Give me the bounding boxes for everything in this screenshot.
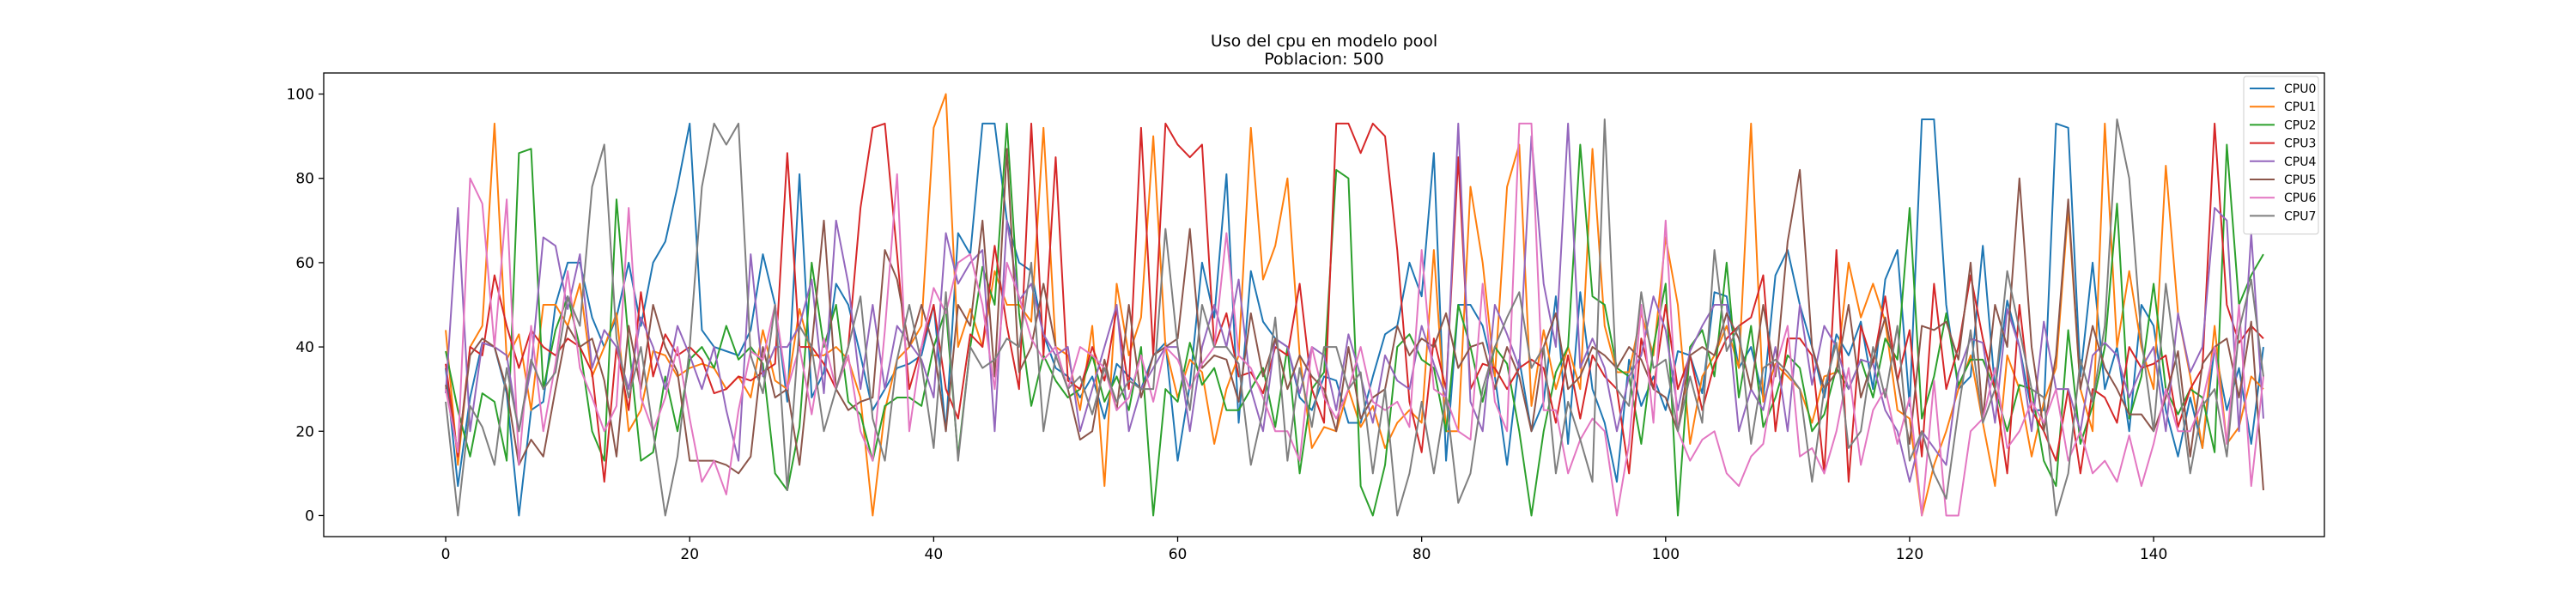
legend-label: CPU4 — [2284, 155, 2316, 169]
plot-frame — [323, 72, 2325, 537]
legend-box — [2243, 76, 2319, 235]
series-line-cpu3 — [445, 122, 2264, 483]
x-tick-label: 60 — [1169, 546, 1188, 563]
series-line-cpu7 — [445, 118, 2264, 517]
x-tick-label: 0 — [441, 546, 451, 563]
legend-label: CPU1 — [2284, 100, 2316, 114]
y-axis: 0 20 40 60 80 100 — [287, 87, 324, 525]
chart-subtitle: Poblacion: 500 — [1264, 50, 1384, 69]
series-line-cpu4 — [445, 122, 2264, 483]
series-line-cpu1 — [445, 93, 2264, 517]
y-tick-label: 20 — [295, 423, 314, 440]
legend-label: CPU7 — [2284, 209, 2316, 223]
x-tick-label: 140 — [2140, 546, 2167, 563]
x-axis: 0 20 40 60 80 100 120 140 — [441, 537, 2167, 563]
x-tick-label: 20 — [680, 546, 699, 563]
chart-title: Uso del cpu en modelo pool — [1211, 32, 1437, 51]
series-line-cpu5 — [445, 148, 2264, 491]
y-tick-label: 40 — [295, 339, 314, 356]
y-tick-label: 60 — [295, 255, 314, 272]
y-tick-label: 80 — [295, 171, 314, 188]
legend-label: CPU5 — [2284, 173, 2316, 187]
x-tick-label: 120 — [1896, 546, 1923, 563]
x-tick-label: 80 — [1413, 546, 1431, 563]
y-tick-label: 0 — [305, 507, 314, 525]
legend: CPU0 CPU1 CPU2 CPU3 CPU4 CPU5 CPU6 CPU7 — [2243, 76, 2319, 235]
x-tick-label: 40 — [925, 546, 944, 563]
series-line-cpu0 — [445, 118, 2264, 517]
legend-label: CPU3 — [2284, 137, 2316, 151]
y-tick-label: 100 — [287, 87, 314, 104]
legend-label: CPU0 — [2284, 82, 2316, 96]
x-tick-label: 100 — [1652, 546, 1680, 563]
series-line-cpu6 — [445, 122, 2264, 517]
legend-label: CPU6 — [2284, 191, 2316, 205]
plot-lines — [445, 93, 2264, 517]
legend-label: CPU2 — [2284, 118, 2316, 132]
series-line-cpu2 — [445, 122, 2264, 517]
